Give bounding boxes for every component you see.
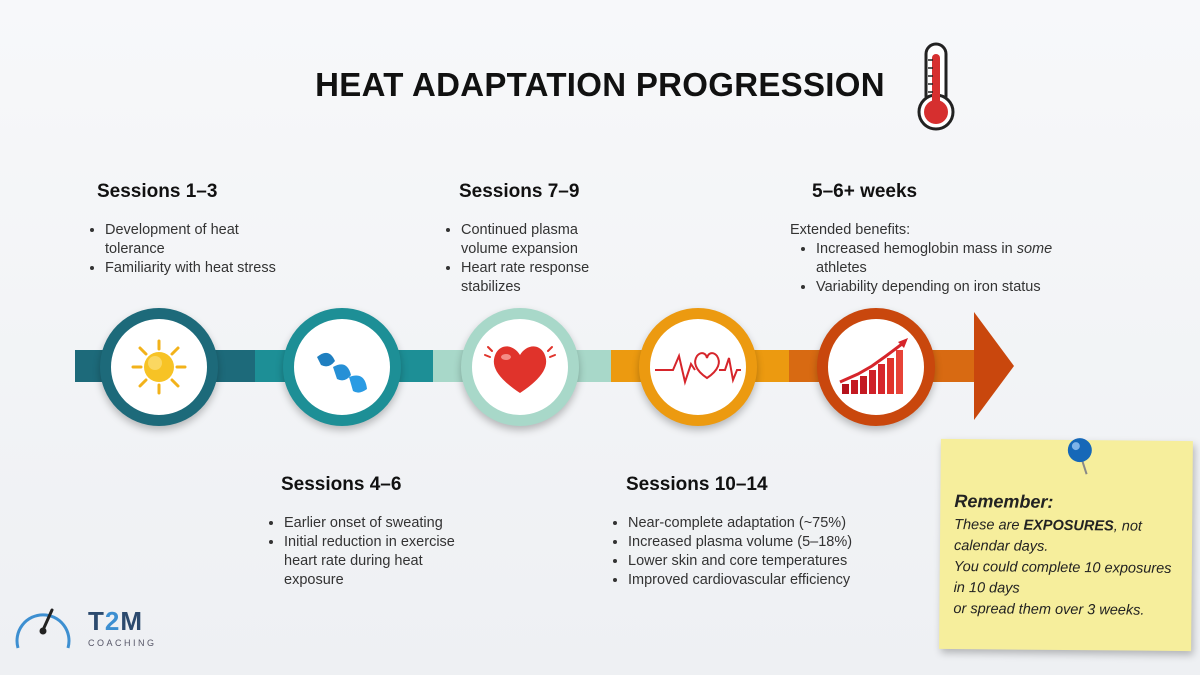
stage-3-bullets: Continued plasma volume expansion Heart …: [443, 221, 613, 297]
list-item: Familiarity with heat stress: [105, 259, 297, 278]
stage-1-node: [100, 308, 218, 426]
stage-4-bullets: Near-complete adaptation (~75%) Increase…: [610, 514, 880, 590]
stage-5-node: [817, 308, 935, 426]
stage-5-heading: 5–6+ weeks: [812, 181, 918, 202]
heartbeat-icon: [655, 352, 741, 386]
list-item: Variability depending on iron status: [816, 278, 1070, 297]
list-item: Continued plasma volume expansion: [461, 221, 613, 259]
stage-3-text: Sessions 7–9 Continued plasma volume exp…: [443, 181, 613, 297]
timeline-arrow-head: [974, 312, 1014, 420]
thermometer-icon: [917, 42, 955, 131]
list-item: Development of heat tolerance: [105, 221, 297, 259]
list-item: Initial reduction in exercise heart rate…: [284, 533, 466, 590]
stage-3-heading: Sessions 7–9: [459, 181, 580, 202]
list-item: Near-complete adaptation (~75%): [628, 514, 880, 533]
stage-1-heading: Sessions 1–3: [97, 181, 218, 202]
heart-icon: [484, 346, 556, 393]
stage-5-bullets: Increased hemoglobin mass in some athlet…: [790, 240, 1070, 297]
speedometer-logo-icon: [15, 608, 71, 649]
note-heading: Remember:: [954, 491, 1054, 512]
list-item: Heart rate response stabilizes: [461, 259, 613, 297]
bar-chart-growth-icon: [839, 338, 908, 394]
stage-3-node: [461, 308, 579, 426]
list-item: Improved cardiovascular efficiency: [628, 571, 880, 590]
water-drops-icon: [317, 352, 367, 393]
stage-2-node: [283, 308, 401, 426]
stage-2-text: Sessions 4–6 Earlier onset of sweating I…: [266, 474, 466, 590]
list-item: Increased plasma volume (5–18%): [628, 533, 880, 552]
stage-2-bullets: Earlier onset of sweating Initial reduct…: [266, 514, 466, 590]
sticky-note: Remember: These are EXPOSURES, not calen…: [939, 438, 1193, 652]
stage-1-text: Sessions 1–3 Development of heat toleran…: [87, 181, 297, 278]
stage-4-text: Sessions 10–14 Near-complete adaptation …: [610, 474, 880, 590]
pushpin-icon: [1067, 438, 1092, 475]
logo-subtitle: COACHING: [88, 638, 157, 648]
stage-5-intro: Extended benefits:: [790, 222, 911, 238]
stage-2-heading: Sessions 4–6: [281, 474, 402, 495]
list-item: Increased hemoglobin mass in some athlet…: [816, 240, 1070, 278]
list-item: Earlier onset of sweating: [284, 514, 466, 533]
stage-5-text: 5–6+ weeks Extended benefits: Increased …: [790, 181, 1070, 297]
stage-4-heading: Sessions 10–14: [626, 474, 768, 495]
page-title: HEAT ADAPTATION PROGRESSION: [315, 66, 885, 103]
sun-icon: [131, 339, 187, 395]
list-item: Lower skin and core temperatures: [628, 552, 880, 571]
note-body: These are EXPOSURES, not calendar days. …: [953, 517, 1172, 619]
stage-1-bullets: Development of heat tolerance Familiarit…: [87, 221, 297, 278]
logo-wordmark: T2M: [88, 606, 144, 636]
stage-4-node: [639, 308, 757, 426]
